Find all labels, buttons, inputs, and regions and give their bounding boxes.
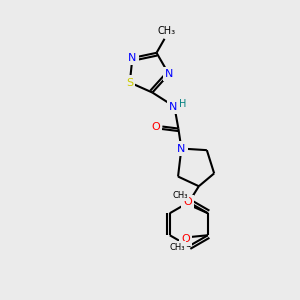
Text: O: O [184, 197, 192, 207]
Text: O: O [151, 122, 160, 131]
Text: S: S [126, 77, 134, 88]
Text: N: N [169, 101, 178, 112]
Text: N: N [177, 143, 186, 154]
Text: CH₃: CH₃ [158, 26, 175, 36]
Text: CH₃: CH₃ [172, 191, 188, 200]
Text: H: H [179, 98, 186, 109]
Text: N: N [165, 69, 173, 79]
Text: CH₃: CH₃ [169, 243, 184, 252]
Text: O: O [182, 234, 190, 244]
Text: N: N [128, 53, 136, 63]
